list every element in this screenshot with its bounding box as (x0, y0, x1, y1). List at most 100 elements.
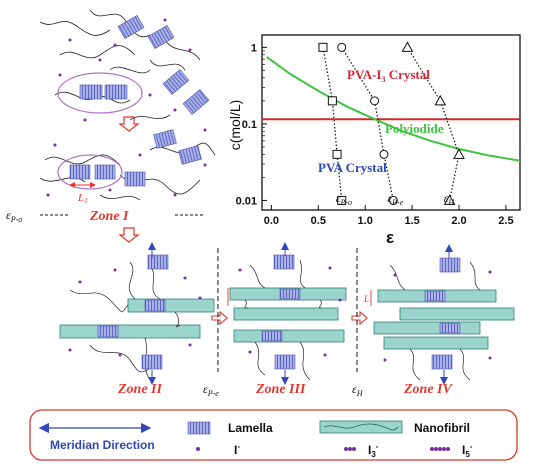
legend-meridian-label: Meridian Direction (50, 438, 155, 452)
legend-i5-label: I5- (462, 442, 473, 459)
chart-series: εP-o εP-e εH (262, 41, 521, 207)
legend-frame (29, 409, 518, 461)
zone-ii-label: Zone II (117, 382, 163, 397)
iodide-ion (328, 266, 332, 270)
iodide-ion (118, 353, 122, 357)
zone-i-panel: L1 εP-o Zone I (6, 9, 216, 243)
iodide-ion (183, 276, 187, 280)
legend-nanofibril-icon (319, 420, 403, 434)
polyiodide-curve (266, 56, 521, 162)
highlight-ellipse-top (57, 72, 143, 114)
iodide-ion (248, 350, 252, 354)
plot-frame (261, 34, 521, 211)
zone-chains (69, 259, 481, 381)
triangle-point (443, 194, 456, 205)
iodide-ion (108, 188, 112, 192)
iodide-ion (188, 343, 192, 347)
legend-i3-icon (344, 447, 356, 451)
iodide-ion (173, 108, 177, 112)
down-arrow-2 (118, 227, 140, 243)
iodide-ion (68, 38, 72, 42)
triangle-point (401, 41, 414, 52)
iodide-ion (323, 353, 327, 357)
iodide-ion (203, 163, 207, 167)
legend-i-label: I- (234, 442, 240, 457)
iodide-ions-left (46, 18, 207, 197)
iodide-ion (238, 268, 242, 272)
y-tick-label: 0.1 (242, 119, 257, 131)
phase-diagram-chart: 0.0 0.5 1.0 1.5 2.0 2.5 1 0.1 0.01 εP-o εP-e εH c(… (227, 34, 521, 247)
circle-point (379, 149, 389, 159)
down-arrow-1 (118, 116, 140, 132)
region-label-polyiodide: Polyiodide (385, 121, 444, 136)
triangle-series-line (406, 47, 460, 201)
circle-point (388, 195, 398, 205)
iodide-ion (488, 270, 492, 274)
eps-h-label: εH (352, 382, 364, 398)
circle-point (370, 96, 380, 106)
eps-po-label-left: εP-o (6, 208, 22, 224)
zone-iv-label: Zone IV (403, 382, 454, 397)
iodide-ion (68, 348, 72, 352)
zones-panel: L Zone II Zone III Zone IV εP-e εH (59, 242, 515, 398)
x-tick-label: 1.5 (404, 215, 419, 227)
y-tick-label: 1 (251, 42, 257, 54)
highlight-ellipse-mid (57, 154, 123, 190)
iodide-ion (58, 73, 62, 77)
iodide-ions-bottom (68, 266, 492, 362)
iodide-ion (488, 356, 492, 360)
iodide-ion (53, 143, 57, 147)
iodide-ion (113, 268, 117, 272)
legend-lamella-label: Lamella (228, 421, 273, 435)
circle-series-line (341, 47, 394, 201)
iodide-ion (173, 193, 177, 197)
iodide-ion (338, 298, 342, 302)
triangle-series-label: εH (444, 191, 456, 207)
square-point (318, 42, 328, 52)
x-tick-label: 2.5 (498, 215, 513, 227)
y-tick-label: 0.01 (236, 195, 257, 207)
right-arrow-z3-z4 (351, 310, 368, 326)
iodide-ion (393, 273, 397, 277)
square-point (337, 195, 347, 205)
x-tick-label: 0.5 (311, 215, 326, 227)
legend: Meridian Direction Lamella Nanofibril I-… (29, 409, 518, 461)
zone-nanofibrils (59, 287, 515, 350)
y-axis-label: c(mol/L) (227, 100, 243, 151)
iodide-ion (138, 153, 142, 157)
region-label-pva-crystal: PVA Crystal (318, 160, 387, 175)
iodide-ion (78, 280, 82, 284)
chart-axes: 0.0 0.5 1.0 1.5 2.0 2.5 1 0.1 0.01 (236, 42, 514, 227)
square-series-line (322, 47, 343, 201)
square-point (327, 96, 337, 106)
lamella-cluster-top (79, 15, 210, 115)
right-arrow-z2-z3 (211, 310, 228, 326)
x-tick-label: 1.0 (358, 215, 373, 227)
zone-iii-label: Zone III (255, 382, 306, 397)
x-axis-label: ε (386, 228, 394, 247)
legend-lamella-icon (187, 421, 211, 435)
iodide-ion (203, 128, 207, 132)
iodide-ion (383, 358, 387, 362)
triangle-point (434, 94, 447, 106)
circle-series-label: εP-e (387, 191, 403, 207)
iodide-ion (46, 193, 50, 197)
eps-pe-label: εP-e (203, 382, 219, 398)
zone-lamellae (97, 254, 461, 370)
x-tick-label: 2.0 (451, 215, 466, 227)
x-tick-label: 0.0 (264, 215, 279, 227)
legend-i5-icon (430, 447, 450, 451)
legend-nanofibril-label: Nanofibril (414, 421, 470, 435)
iodide-ion (148, 93, 152, 97)
region-label-pva-i3: PVA-I3 Crystal (347, 67, 430, 84)
iodide-ion (163, 18, 167, 22)
circle-point (337, 42, 347, 52)
iodide-ion (198, 296, 202, 300)
legend-i-icon (196, 447, 200, 451)
iodide-ion (188, 48, 192, 52)
triangle-point (453, 148, 465, 159)
iodide-ion (113, 43, 117, 47)
square-series-label: εP-o (336, 191, 352, 207)
l1-label: L1 (77, 192, 88, 205)
